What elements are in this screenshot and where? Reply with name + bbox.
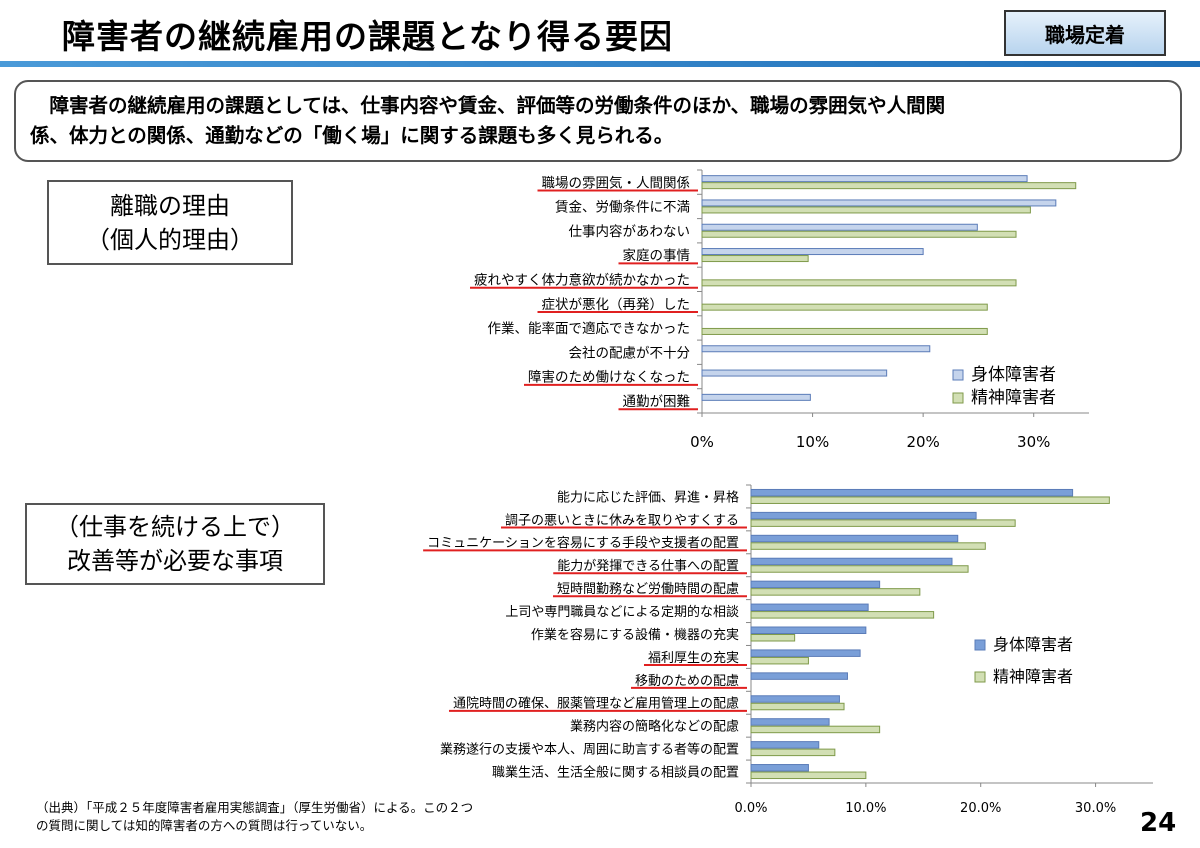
section-label-line: （個人的理由） [86,225,254,254]
section-label-improvement-items: （仕事を続ける上で） 改善等が必要な事項 [25,503,325,585]
category-label: 仕事内容があわない [569,223,691,240]
section-label-line: （仕事を続ける上で） [55,513,295,541]
bar-mental [701,303,988,311]
category-label: 疲れやすく体力意欲が続かなかった [474,271,690,288]
legend-label-physical: 身体障害者 [993,635,1073,654]
bar-physical [701,248,924,256]
page-number: 24 [1140,808,1177,838]
page-title: 障害者の継続雇用の課題となり得る要因 [62,17,674,56]
x-tick-label: 10% [796,433,829,451]
bar-physical [750,741,820,749]
bar-physical [701,175,1028,183]
bar-physical [750,649,861,657]
category-label: 会社の配慮が不十分 [569,345,691,361]
category-label: 賃金、労働条件に不満 [555,199,690,216]
category-label: 短時間勤務など労働時間の配慮 [557,582,739,597]
x-tick-label: 20.0% [960,801,1001,816]
category-label: 症状が悪化（再発）した [542,297,691,313]
footnote-line-2: の質問に関しては知的障害者の方への質問は行っていない。 [36,818,373,833]
category-badge: 職場定着 [1004,10,1166,56]
category-label: コミュニケーションを容易にする手段や支援者の配置 [427,535,739,551]
category-label: 作業、能率面で適応できなかった [488,320,691,337]
category-label: 上司や専門職員などによる定期的な相談 [505,604,739,620]
bar-physical [750,672,848,680]
bar-physical [750,603,869,612]
bar-mental [750,656,809,665]
category-label: 職場の雰囲気・人間関係 [542,175,691,191]
bar-mental [750,565,969,573]
title-divider [0,61,1200,67]
bar-physical [750,718,830,726]
bar-physical [750,488,1074,497]
summary-line-1: 障害者の継続雇用の課題としては、仕事内容や賃金、評価等の労働条件のほか、職場の雰… [49,94,946,117]
bar-mental [750,588,921,596]
x-tick-label: 30.0% [1075,801,1116,816]
bar-mental [750,496,1110,504]
bar-physical [750,764,809,772]
legend-swatch-physical [974,639,986,651]
bar-mental [701,279,1017,287]
category-label: 通院時間の確保、服薬管理など雇用管理上の配慮 [453,696,739,712]
category-label: 能力に応じた評価、昇進・昇格 [557,489,739,505]
bar-mental [701,206,1031,214]
section-label-line: 改善等が必要な事項 [67,547,283,575]
bar-mental [750,748,836,757]
bar-physical [701,345,931,353]
x-tick-label: 30% [1017,433,1050,451]
category-label: 業務内容の簡略化などの配慮 [570,719,739,735]
bar-mental [750,634,796,642]
bar-mental [750,542,986,550]
category-label: 業務遂行の支援や本人、周囲に助言する者等の配置 [440,742,739,758]
bar-physical [701,199,1057,207]
category-label: 作業を容易にする設備・機器の充実 [531,627,739,643]
bar-mental [750,611,935,619]
category-label: 移動のための配慮 [635,674,739,689]
bar-mental [701,255,809,263]
bar-mental [750,725,881,734]
legend-label-mental: 精神障害者 [971,388,1056,408]
bar-mental [750,702,845,711]
source-footnote: （出典）「平成２５年度障害者雇用実態調査」（厚生労働省）による。この２つ の質問… [36,799,473,835]
section-label-resignation-reasons: 離職の理由 （個人的理由） [47,180,293,265]
legend-swatch-mental [974,671,986,683]
legend-label-physical: 身体障害者 [971,365,1056,385]
bar-physical [701,369,888,377]
bar-mental [750,771,867,780]
bar-physical [750,626,867,634]
bar-physical [701,223,978,231]
x-tick-label: 0% [690,433,714,451]
x-tick-label: 20% [906,433,939,451]
section-label-line: 離職の理由 [110,191,230,220]
bar-physical [701,393,811,401]
footnote-line-1: （出典）「平成２５年度障害者雇用実態調査」（厚生労働省）による。この２つ [36,800,474,815]
category-label: 能力が発揮できる仕事への配置 [557,559,739,574]
x-tick-label: 0.0% [734,801,767,816]
category-label: 職業生活、生活全般に関する相談員の配置 [492,764,739,780]
category-label: 家庭の事情 [623,247,691,264]
summary-line-2: 係、体力との関係、通勤などの「働く場」に関する課題も多く見られる。 [30,124,674,147]
x-tick-label: 10.0% [845,801,886,816]
bar-physical [750,557,953,566]
legend-label-mental: 精神障害者 [993,667,1073,686]
bar-mental [701,182,1077,190]
bar-mental [701,327,988,335]
legend-swatch-mental [952,392,964,404]
category-label: 障害のため働けなくなった [528,370,690,386]
bar-mental [750,519,1016,527]
bar-physical [750,580,881,589]
summary-box: 障害者の継続雇用の課題としては、仕事内容や賃金、評価等の労働条件のほか、職場の雰… [14,80,1182,162]
category-label: 福利厚生の充実 [648,650,739,666]
category-label: 調子の悪いときに休みを取りやすくする [505,513,739,528]
legend-swatch-physical [952,369,964,381]
bar-physical [750,695,840,703]
bar-physical [750,534,959,543]
bar-mental [701,230,1017,238]
bar-physical [750,511,977,520]
category-label: 通勤が困難 [623,394,691,410]
